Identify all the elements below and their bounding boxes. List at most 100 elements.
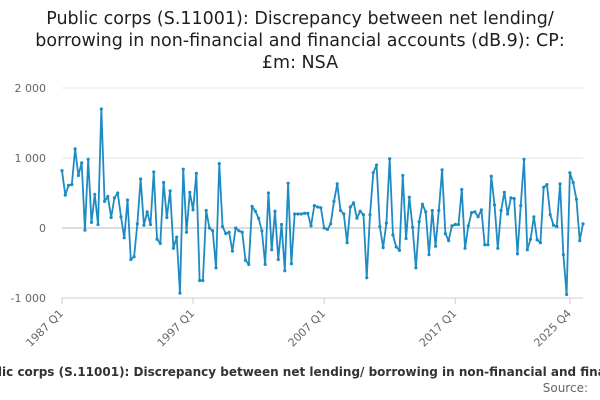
data-point[interactable] (181, 167, 185, 171)
data-point[interactable] (411, 225, 415, 229)
data-point[interactable] (132, 255, 136, 259)
data-point[interactable] (561, 253, 565, 257)
data-point[interactable] (188, 190, 192, 194)
data-point[interactable] (358, 209, 362, 213)
data-point[interactable] (175, 235, 179, 239)
data-point[interactable] (112, 196, 117, 200)
data-point[interactable] (293, 212, 297, 216)
data-point[interactable] (345, 241, 349, 245)
data-point[interactable] (270, 248, 274, 252)
data-point[interactable] (276, 257, 280, 262)
data-point[interactable] (384, 221, 388, 225)
data-point[interactable] (168, 189, 172, 193)
data-point[interactable] (204, 208, 208, 213)
data-point[interactable] (96, 222, 100, 227)
data-point[interactable] (338, 208, 343, 213)
data-point[interactable] (417, 220, 421, 224)
data-point[interactable] (263, 262, 267, 266)
data-point[interactable] (99, 107, 103, 111)
data-point[interactable] (250, 204, 254, 208)
data-point[interactable] (165, 215, 169, 220)
data-point[interactable] (230, 249, 234, 253)
data-point[interactable] (548, 213, 552, 217)
data-point[interactable] (227, 230, 231, 234)
data-point[interactable] (414, 266, 418, 270)
data-point[interactable] (555, 225, 559, 229)
data-point[interactable] (243, 258, 248, 262)
data-point[interactable] (73, 147, 77, 151)
data-point[interactable] (315, 205, 320, 209)
data-point[interactable] (538, 241, 543, 245)
data-point[interactable] (155, 237, 159, 241)
data-point[interactable] (542, 185, 546, 189)
data-point[interactable] (171, 246, 176, 250)
data-point[interactable] (237, 229, 241, 233)
data-point[interactable] (332, 199, 336, 203)
data-point[interactable] (473, 210, 477, 214)
data-point[interactable] (545, 183, 549, 187)
data-point[interactable] (512, 197, 516, 201)
data-point[interactable] (148, 222, 153, 227)
data-point[interactable] (424, 210, 428, 214)
data-point[interactable] (194, 171, 198, 175)
data-point[interactable] (342, 212, 346, 216)
data-point[interactable] (361, 213, 366, 217)
data-point[interactable] (201, 278, 205, 283)
data-point[interactable] (247, 262, 251, 266)
data-point[interactable] (257, 216, 261, 220)
data-point[interactable] (70, 183, 74, 187)
data-point[interactable] (122, 236, 126, 240)
data-point[interactable] (119, 215, 123, 219)
data-point[interactable] (145, 210, 149, 214)
data-point[interactable] (374, 163, 379, 167)
data-point[interactable] (289, 262, 293, 266)
data-point[interactable] (551, 223, 556, 227)
data-point[interactable] (525, 248, 529, 252)
data-point[interactable] (319, 206, 323, 210)
data-point[interactable] (129, 257, 133, 262)
data-point[interactable] (240, 230, 244, 234)
data-point[interactable] (388, 157, 392, 161)
data-point[interactable] (469, 211, 474, 215)
data-point[interactable] (296, 212, 300, 216)
data-point[interactable] (489, 174, 493, 178)
data-point[interactable] (499, 208, 503, 213)
data-point[interactable] (479, 208, 484, 212)
data-point[interactable] (152, 170, 156, 174)
data-point[interactable] (568, 171, 572, 175)
data-point[interactable] (355, 216, 359, 220)
data-point[interactable] (483, 243, 487, 247)
data-point[interactable] (427, 253, 431, 257)
data-point[interactable] (80, 161, 84, 165)
data-point[interactable] (184, 230, 189, 234)
data-point[interactable] (60, 169, 64, 173)
data-point[interactable] (397, 248, 402, 252)
data-point[interactable] (348, 205, 352, 209)
data-point[interactable] (109, 215, 113, 220)
data-point[interactable] (306, 211, 310, 215)
data-point[interactable] (456, 222, 461, 227)
data-point[interactable] (224, 232, 228, 236)
data-point[interactable] (433, 244, 438, 248)
data-point[interactable] (506, 212, 510, 216)
data-point[interactable] (325, 227, 330, 231)
data-point[interactable] (581, 222, 585, 226)
data-point[interactable] (515, 252, 520, 256)
data-point[interactable] (260, 229, 264, 233)
data-point[interactable] (352, 201, 356, 205)
data-point[interactable] (139, 177, 143, 181)
data-point[interactable] (217, 162, 221, 166)
data-point[interactable] (279, 222, 284, 227)
data-point[interactable] (83, 228, 87, 232)
data-point[interactable] (234, 226, 238, 230)
data-point[interactable] (106, 194, 110, 199)
data-point[interactable] (135, 222, 139, 226)
data-point[interactable] (309, 224, 313, 228)
data-point[interactable] (437, 208, 441, 213)
data-point[interactable] (63, 193, 67, 197)
data-point[interactable] (460, 187, 464, 192)
data-point[interactable] (571, 180, 575, 185)
data-point[interactable] (535, 238, 539, 242)
data-point[interactable] (178, 291, 182, 295)
data-point[interactable] (558, 182, 562, 186)
